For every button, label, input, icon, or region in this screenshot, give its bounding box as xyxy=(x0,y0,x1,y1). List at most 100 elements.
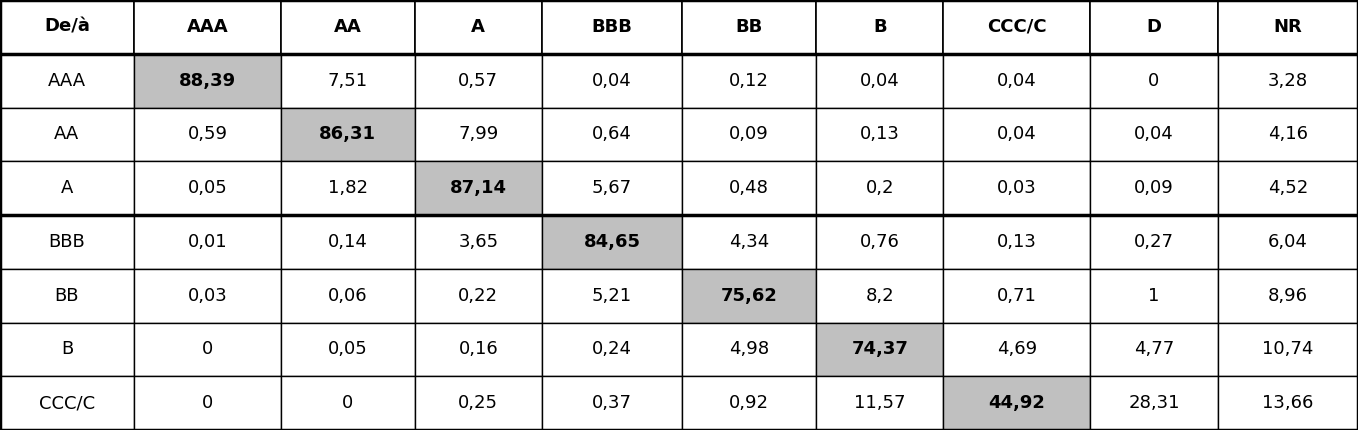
Text: B: B xyxy=(61,341,73,358)
Text: 0,48: 0,48 xyxy=(729,179,769,197)
Bar xyxy=(816,322,944,376)
Text: 0,27: 0,27 xyxy=(1134,233,1173,251)
Bar xyxy=(816,161,944,215)
Bar xyxy=(0,269,134,322)
Text: 8,2: 8,2 xyxy=(865,287,894,304)
Bar xyxy=(816,215,944,269)
Text: 0,16: 0,16 xyxy=(459,341,498,358)
Bar xyxy=(1090,54,1218,108)
Text: 0,09: 0,09 xyxy=(1134,179,1173,197)
Bar xyxy=(944,322,1090,376)
Bar xyxy=(0,215,134,269)
Text: 0,06: 0,06 xyxy=(329,287,368,304)
Text: AAA: AAA xyxy=(186,18,228,36)
Bar xyxy=(134,0,281,54)
Text: 0,14: 0,14 xyxy=(327,233,368,251)
Text: De/à: De/à xyxy=(43,18,90,36)
Text: 11,57: 11,57 xyxy=(854,394,906,412)
Bar xyxy=(134,215,281,269)
Bar xyxy=(682,54,816,108)
Bar xyxy=(816,54,944,108)
Text: 4,34: 4,34 xyxy=(729,233,770,251)
Bar xyxy=(1218,0,1358,54)
Bar xyxy=(1218,54,1358,108)
Bar xyxy=(682,108,816,161)
Bar xyxy=(281,215,414,269)
Text: 7,99: 7,99 xyxy=(458,126,498,143)
Text: BB: BB xyxy=(736,18,763,36)
Text: 0,71: 0,71 xyxy=(997,287,1036,304)
Bar xyxy=(281,54,414,108)
Text: 5,67: 5,67 xyxy=(592,179,633,197)
Text: 0: 0 xyxy=(342,394,353,412)
Text: 7,51: 7,51 xyxy=(327,72,368,89)
Text: 0,76: 0,76 xyxy=(860,233,899,251)
Text: B: B xyxy=(873,18,887,36)
Bar xyxy=(1218,322,1358,376)
Text: 86,31: 86,31 xyxy=(319,126,376,143)
Bar xyxy=(281,376,414,430)
Text: AA: AA xyxy=(54,126,80,143)
Bar xyxy=(1090,108,1218,161)
Bar xyxy=(944,376,1090,430)
Bar xyxy=(816,376,944,430)
Text: AA: AA xyxy=(334,18,361,36)
Text: 5,21: 5,21 xyxy=(592,287,633,304)
Text: 0,2: 0,2 xyxy=(865,179,894,197)
Bar xyxy=(1090,0,1218,54)
Text: CCC/C: CCC/C xyxy=(987,18,1047,36)
Bar xyxy=(1218,269,1358,322)
Text: 10,74: 10,74 xyxy=(1262,341,1313,358)
Text: 8,96: 8,96 xyxy=(1268,287,1308,304)
Bar xyxy=(944,269,1090,322)
Bar xyxy=(0,322,134,376)
Text: 0,04: 0,04 xyxy=(997,126,1036,143)
Bar xyxy=(414,215,542,269)
Bar xyxy=(1090,322,1218,376)
Bar xyxy=(542,269,682,322)
Text: 87,14: 87,14 xyxy=(449,179,507,197)
Bar xyxy=(281,269,414,322)
Text: 0,92: 0,92 xyxy=(729,394,769,412)
Text: 0,04: 0,04 xyxy=(1134,126,1173,143)
Bar xyxy=(542,54,682,108)
Text: 3,65: 3,65 xyxy=(458,233,498,251)
Bar xyxy=(1090,269,1218,322)
Text: NR: NR xyxy=(1274,18,1302,36)
Text: 0,04: 0,04 xyxy=(997,72,1036,89)
Text: 0,25: 0,25 xyxy=(458,394,498,412)
Bar xyxy=(816,108,944,161)
Bar xyxy=(682,376,816,430)
Text: BBB: BBB xyxy=(592,18,633,36)
Text: 0,13: 0,13 xyxy=(997,233,1036,251)
Text: 13,66: 13,66 xyxy=(1262,394,1313,412)
Text: A: A xyxy=(61,179,73,197)
Text: 4,77: 4,77 xyxy=(1134,341,1175,358)
Text: 0,09: 0,09 xyxy=(729,126,769,143)
Text: 1: 1 xyxy=(1149,287,1160,304)
Text: CCC/C: CCC/C xyxy=(39,394,95,412)
Bar xyxy=(414,269,542,322)
Bar xyxy=(414,54,542,108)
Bar xyxy=(944,54,1090,108)
Text: 0,57: 0,57 xyxy=(458,72,498,89)
Text: 28,31: 28,31 xyxy=(1128,394,1180,412)
Bar xyxy=(1218,376,1358,430)
Bar xyxy=(682,215,816,269)
Bar xyxy=(0,161,134,215)
Bar xyxy=(281,108,414,161)
Text: 0,05: 0,05 xyxy=(329,341,368,358)
Bar xyxy=(134,322,281,376)
Bar xyxy=(944,0,1090,54)
Text: 4,69: 4,69 xyxy=(997,341,1038,358)
Text: 0,59: 0,59 xyxy=(187,126,227,143)
Text: 0,24: 0,24 xyxy=(592,341,631,358)
Text: 0,04: 0,04 xyxy=(592,72,631,89)
Text: 4,98: 4,98 xyxy=(729,341,769,358)
Text: 0,03: 0,03 xyxy=(997,179,1036,197)
Bar xyxy=(682,0,816,54)
Text: 0: 0 xyxy=(202,341,213,358)
Text: 84,65: 84,65 xyxy=(584,233,641,251)
Bar xyxy=(1090,376,1218,430)
Bar xyxy=(542,322,682,376)
